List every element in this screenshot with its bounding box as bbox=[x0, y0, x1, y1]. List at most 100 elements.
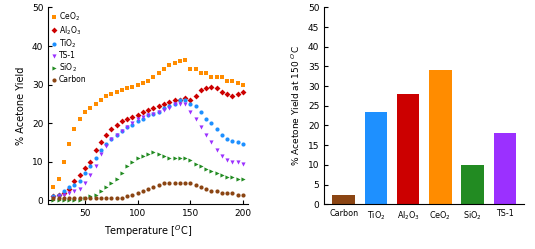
Carbon bbox=[171, 182, 178, 185]
CeO$_2$ bbox=[56, 178, 62, 181]
Al$_2$O$_3$ bbox=[108, 127, 114, 130]
Al$_2$O$_3$ bbox=[240, 91, 246, 94]
Line: TiO$_2$: TiO$_2$ bbox=[51, 98, 245, 198]
CeO$_2$ bbox=[119, 89, 125, 92]
TiO$_2$ bbox=[129, 124, 135, 126]
Bar bbox=[397, 94, 419, 204]
Carbon bbox=[113, 197, 120, 200]
Carbon bbox=[93, 197, 99, 200]
Carbon bbox=[124, 195, 131, 198]
Al$_2$O$_3$ bbox=[103, 133, 109, 136]
TS-1 bbox=[93, 164, 99, 167]
CeO$_2$ bbox=[234, 81, 241, 84]
Al$_2$O$_3$ bbox=[87, 160, 94, 163]
Carbon bbox=[50, 197, 57, 200]
Al$_2$O$_3$ bbox=[140, 110, 146, 113]
CeO$_2$ bbox=[134, 83, 141, 86]
TiO$_2$ bbox=[229, 139, 235, 142]
TiO$_2$ bbox=[61, 189, 67, 192]
TS-1 bbox=[224, 158, 231, 161]
TS-1 bbox=[203, 133, 209, 136]
TS-1 bbox=[97, 153, 104, 156]
Carbon bbox=[187, 182, 194, 185]
Line: Carbon: Carbon bbox=[51, 181, 245, 200]
SiO$_2$ bbox=[82, 197, 88, 200]
TiO$_2$ bbox=[56, 193, 62, 196]
TS-1 bbox=[177, 102, 183, 105]
TS-1 bbox=[145, 114, 151, 117]
SiO$_2$ bbox=[160, 154, 167, 157]
Carbon bbox=[82, 197, 88, 200]
Al$_2$O$_3$ bbox=[50, 195, 57, 198]
SiO$_2$ bbox=[140, 154, 146, 157]
Al$_2$O$_3$ bbox=[203, 87, 209, 90]
TiO$_2$ bbox=[177, 99, 183, 102]
Carbon bbox=[166, 182, 172, 185]
Carbon bbox=[103, 197, 109, 200]
Line: TS-1: TS-1 bbox=[51, 102, 245, 200]
Carbon bbox=[182, 182, 188, 185]
Carbon bbox=[87, 197, 94, 200]
Bar bbox=[494, 133, 516, 204]
CeO$_2$ bbox=[240, 83, 246, 86]
SiO$_2$ bbox=[97, 189, 104, 192]
CeO$_2$ bbox=[182, 58, 188, 61]
SiO$_2$ bbox=[113, 178, 120, 181]
CeO$_2$ bbox=[229, 79, 235, 82]
TiO$_2$ bbox=[71, 184, 78, 187]
Legend: CeO$_2$, Al$_2$O$_3$, TiO$_2$, TS-1, SiO$_2$, Carbon: CeO$_2$, Al$_2$O$_3$, TiO$_2$, TS-1, SiO… bbox=[50, 10, 87, 85]
TS-1 bbox=[134, 118, 141, 121]
TiO$_2$ bbox=[113, 133, 120, 136]
TS-1 bbox=[150, 112, 157, 115]
TS-1 bbox=[66, 191, 72, 194]
TS-1 bbox=[197, 125, 204, 128]
TS-1 bbox=[208, 141, 215, 144]
CeO$_2$ bbox=[93, 102, 99, 105]
Al$_2$O$_3$ bbox=[208, 85, 215, 88]
SiO$_2$ bbox=[219, 174, 225, 177]
Carbon bbox=[240, 193, 246, 196]
TS-1 bbox=[71, 189, 78, 192]
TS-1 bbox=[240, 162, 246, 165]
TiO$_2$ bbox=[93, 156, 99, 159]
Carbon bbox=[97, 197, 104, 200]
Carbon bbox=[140, 189, 146, 192]
TS-1 bbox=[213, 149, 220, 152]
Bar bbox=[364, 112, 387, 204]
CeO$_2$ bbox=[71, 127, 78, 130]
SiO$_2$ bbox=[187, 158, 194, 161]
CeO$_2$ bbox=[82, 110, 88, 113]
SiO$_2$ bbox=[77, 199, 83, 202]
TiO$_2$ bbox=[66, 185, 72, 188]
TS-1 bbox=[61, 193, 67, 196]
SiO$_2$ bbox=[87, 195, 94, 198]
Carbon bbox=[229, 191, 235, 194]
Al$_2$O$_3$ bbox=[82, 166, 88, 169]
SiO$_2$ bbox=[166, 156, 172, 159]
Al$_2$O$_3$ bbox=[97, 141, 104, 144]
TiO$_2$ bbox=[87, 164, 94, 167]
SiO$_2$ bbox=[234, 178, 241, 181]
TiO$_2$ bbox=[171, 102, 178, 105]
Line: CeO$_2$: CeO$_2$ bbox=[51, 58, 245, 189]
CeO$_2$ bbox=[97, 99, 104, 102]
CeO$_2$ bbox=[213, 75, 220, 78]
CeO$_2$ bbox=[171, 62, 178, 65]
Carbon bbox=[145, 187, 151, 190]
TiO$_2$ bbox=[182, 99, 188, 102]
Bar bbox=[332, 195, 355, 204]
TiO$_2$ bbox=[193, 104, 199, 107]
CeO$_2$ bbox=[108, 93, 114, 96]
TiO$_2$ bbox=[240, 143, 246, 146]
Al$_2$O$_3$ bbox=[129, 116, 135, 119]
Al$_2$O$_3$ bbox=[219, 91, 225, 94]
SiO$_2$ bbox=[103, 185, 109, 188]
Al$_2$O$_3$ bbox=[119, 120, 125, 123]
TiO$_2$ bbox=[124, 125, 131, 128]
SiO$_2$ bbox=[197, 164, 204, 167]
Al$_2$O$_3$ bbox=[61, 191, 67, 194]
CeO$_2$ bbox=[156, 71, 162, 74]
CeO$_2$ bbox=[124, 87, 131, 90]
Carbon bbox=[219, 191, 225, 194]
Carbon bbox=[61, 197, 67, 200]
